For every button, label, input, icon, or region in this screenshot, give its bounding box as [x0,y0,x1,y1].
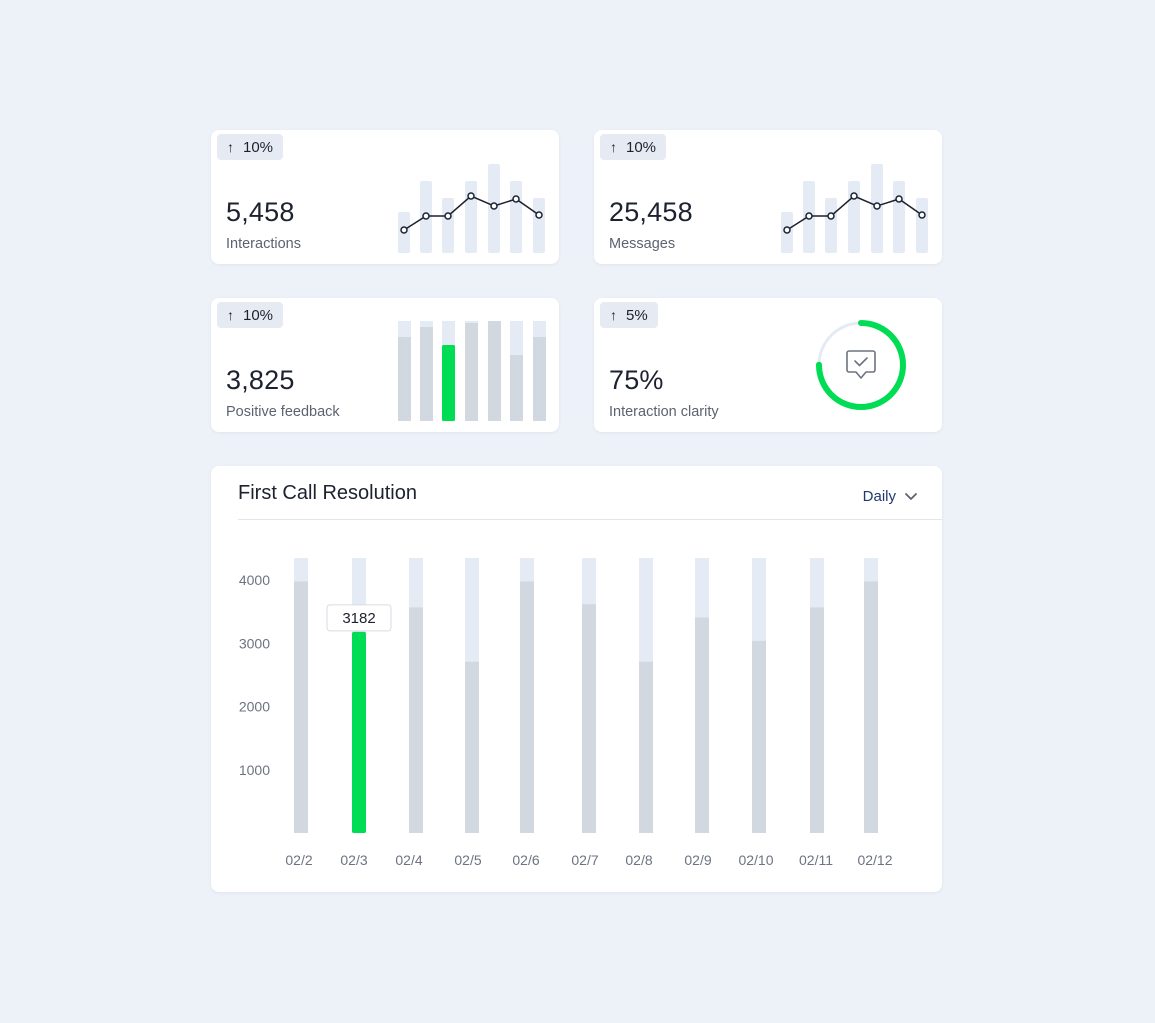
change-value: 5% [626,306,648,324]
change-value: 10% [243,138,274,156]
bar[interactable] [810,607,824,833]
kpi-value: 75% [609,365,664,395]
change-value: 10% [243,306,274,324]
bar-tooltip: 3182 [326,604,392,632]
x-tick-label: 02/6 [512,852,539,868]
chevron-down-icon [905,492,917,500]
bar[interactable] [639,661,653,833]
bar[interactable] [294,581,308,833]
x-tick-label: 02/12 [857,852,892,868]
arrow-up-icon: ↑ [227,307,234,323]
bar[interactable] [864,581,878,833]
change-badge: ↑ 10% [217,134,284,160]
arrow-up-icon: ↑ [610,307,617,323]
period-label: Daily [862,488,896,505]
kpi-card-messages[interactable]: ↑ 10% 25,458 Messages [594,130,942,264]
progress-ring [816,320,906,410]
bar-chart: 1000 2000 3000 4000 02/2 02/3 02/4 02/5 02/6 02/… [239,558,893,868]
kpi-value: 5,458 [226,197,295,227]
chat-check-icon [846,350,876,379]
x-tick-label: 02/8 [625,852,652,868]
bar[interactable] [520,581,534,833]
x-tick-label: 02/7 [571,852,598,868]
change-badge: ↑ 10% [217,302,284,328]
progress-ring-arc [816,320,906,410]
tooltip-box [326,604,392,632]
kpi-label: Interactions [226,236,301,252]
x-tick-label: 02/5 [454,852,481,868]
kpi-card-interactions[interactable]: ↑ 10% 5,458 Interactions [211,130,559,264]
x-tick-label: 02/3 [340,852,367,868]
mini-line-chart [781,164,928,253]
y-tick-label: 4000 [239,572,270,588]
change-badge: ↑ 10% [600,134,667,160]
x-tick-label: 02/2 [285,852,312,868]
tooltip-value: 3182 [342,610,375,627]
y-tick-label: 3000 [239,635,270,651]
divider [238,519,942,520]
kpi-card-positive-feedback[interactable]: ↑ 10% 3,825 Positive feedback [211,298,559,432]
first-call-resolution-card: First Call Resolution Daily 1000 2000 3000… [211,466,942,892]
bar[interactable] [582,604,596,833]
arrow-up-icon: ↑ [610,139,617,155]
mini-bar-chart [398,321,546,421]
chart-title: First Call Resolution [238,482,417,504]
kpi-label: Messages [609,236,676,252]
x-tick-label: 02/10 [738,852,773,868]
arrow-up-icon: ↑ [227,139,234,155]
change-badge: ↑ 5% [600,302,658,328]
y-tick-label: 1000 [239,762,270,778]
mini-line-chart [398,164,545,253]
kpi-label: Interaction clarity [609,404,719,420]
kpi-value: 3,825 [226,365,295,395]
period-dropdown[interactable]: Daily [863,488,918,505]
bar[interactable] [695,617,709,833]
x-tick-label: 02/4 [395,852,422,868]
y-tick-label: 2000 [239,699,270,715]
bar[interactable] [409,607,423,833]
bar-highlighted[interactable] [352,631,366,833]
x-tick-label: 02/9 [684,852,711,868]
kpi-value: 25,458 [609,197,693,227]
kpi-label: Positive feedback [226,404,340,420]
kpi-card-interaction-clarity[interactable]: ↑ 5% 75% Interaction clarity [594,298,942,432]
bar[interactable] [752,640,766,833]
x-tick-label: 02/11 [799,852,833,868]
change-value: 10% [626,138,657,156]
bar[interactable] [465,661,479,833]
